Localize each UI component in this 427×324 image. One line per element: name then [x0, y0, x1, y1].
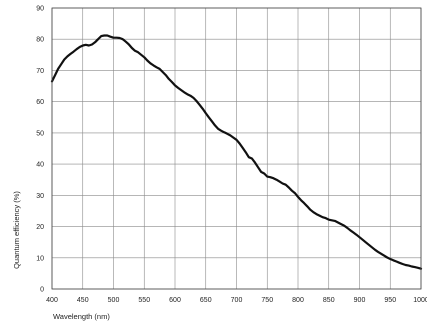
- y-tick-label: 40: [36, 162, 44, 169]
- y-axis-label: Quantum efficiency (%): [12, 191, 21, 269]
- x-tick-label: 550: [138, 297, 150, 304]
- grid: [51, 7, 422, 290]
- x-tick-label: 500: [108, 297, 120, 304]
- y-tick-label: 70: [36, 68, 44, 75]
- x-tick-label: 700: [231, 297, 243, 304]
- x-tick-label: 950: [384, 297, 396, 304]
- x-tick-label: 600: [169, 297, 181, 304]
- x-tick-label: 900: [354, 297, 366, 304]
- x-tick-label: 1000: [413, 297, 427, 304]
- x-tick-label: 750: [261, 297, 273, 304]
- y-tick-label: 60: [36, 99, 44, 106]
- y-tick-label: 20: [36, 224, 44, 231]
- x-tick-label: 400: [46, 297, 58, 304]
- y-tick-label: 10: [36, 255, 44, 262]
- x-tick-label: 450: [77, 297, 89, 304]
- qe-curve-line: [50, 34, 423, 270]
- y-tick-label: 80: [36, 37, 44, 44]
- y-tick-label: 0: [40, 287, 44, 294]
- plot-frame: [51, 7, 422, 290]
- x-axis-label: Wavelength (nm): [53, 312, 110, 321]
- y-tick-labels: 0 10 20 30 40 50 60 70 80 90: [36, 6, 44, 294]
- y-tick-label: 90: [36, 6, 44, 13]
- x-tick-labels: 400 450 500 550 600 650 700 750 800 850 900 950 1000: [46, 297, 427, 304]
- y-tick-label: 50: [36, 130, 44, 137]
- x-tick-label: 800: [292, 297, 304, 304]
- y-tick-label: 30: [36, 193, 44, 200]
- x-tick-label: 850: [323, 297, 335, 304]
- x-tick-label: 650: [200, 297, 212, 304]
